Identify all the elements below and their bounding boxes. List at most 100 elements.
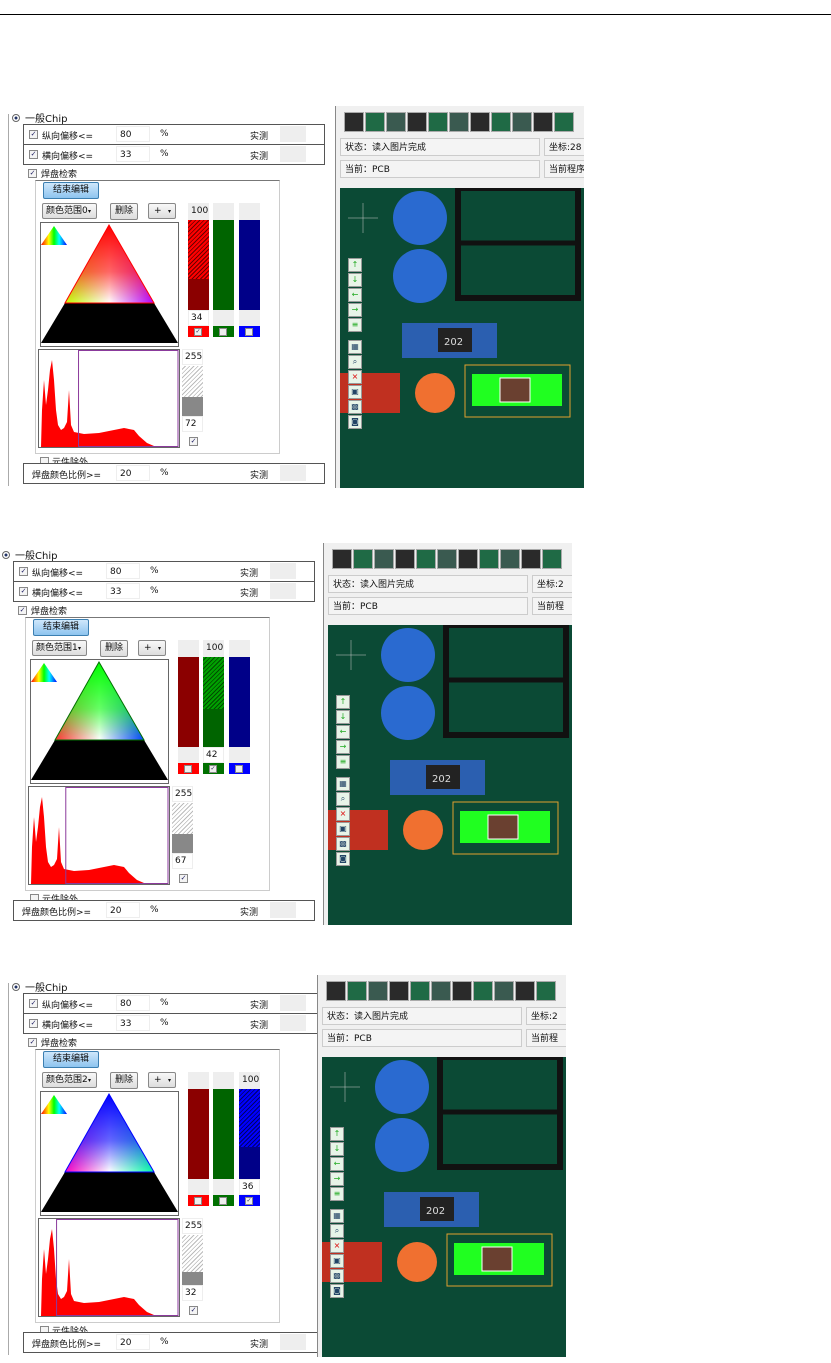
gray-level-bar[interactable] bbox=[182, 366, 203, 416]
toolbar-tool-icon[interactable] bbox=[491, 112, 511, 132]
arrow-left-icon[interactable]: ← bbox=[330, 1157, 344, 1171]
toolbar-tool-icon[interactable] bbox=[536, 981, 556, 1001]
grid-icon[interactable]: ▩ bbox=[348, 400, 362, 414]
chevron-down-icon[interactable]: ▾ bbox=[158, 645, 162, 652]
grid-icon[interactable]: ▩ bbox=[336, 837, 350, 851]
delete-icon[interactable]: × bbox=[330, 1239, 344, 1253]
toolbar-tool-icon[interactable] bbox=[386, 112, 406, 132]
offset-input[interactable]: 80 bbox=[106, 563, 140, 579]
channel-checkbox[interactable] bbox=[213, 1195, 234, 1206]
color-triangle[interactable] bbox=[40, 1091, 179, 1216]
pcb-image[interactable]: 202 ↑ ↓ ← → ≡ ▦ ⌕ × ▣ ▩ ◙ bbox=[322, 1057, 566, 1357]
toolbar-tool-icon[interactable] bbox=[449, 112, 469, 132]
pad-search-checkbox[interactable]: ✓ bbox=[28, 169, 37, 178]
toolbar-tool-icon[interactable] bbox=[437, 549, 457, 569]
histogram[interactable] bbox=[38, 1218, 180, 1317]
delete-icon[interactable]: × bbox=[336, 807, 350, 821]
toolbar-tool-icon[interactable] bbox=[326, 981, 346, 1001]
end-edit-button[interactable]: 结束编辑 bbox=[43, 1051, 99, 1068]
toolbar-tool-icon[interactable] bbox=[515, 981, 535, 1001]
pcb-image[interactable]: 202 ↑ ↓ ← → ≡ ▦ ⌕ × ▣ ▩ ◙ bbox=[340, 188, 584, 488]
edit-icon[interactable]: ▣ bbox=[330, 1254, 344, 1268]
channel-checkbox[interactable] bbox=[178, 763, 199, 774]
chevron-down-icon[interactable]: ▾ bbox=[88, 1077, 92, 1084]
channel-checkbox[interactable] bbox=[213, 326, 234, 337]
delete-icon[interactable]: × bbox=[348, 370, 362, 384]
channel-bar-g[interactable] bbox=[213, 1089, 234, 1179]
toolbar-tool-icon[interactable] bbox=[554, 112, 574, 132]
radio-icon[interactable] bbox=[2, 551, 10, 559]
channel-checkbox[interactable]: ✓ bbox=[188, 326, 209, 337]
toolbar-tool-icon[interactable] bbox=[353, 549, 373, 569]
toolbar-tool-icon[interactable] bbox=[479, 549, 499, 569]
offset-input[interactable]: 80 bbox=[116, 995, 150, 1011]
ratio-input[interactable]: 20 bbox=[116, 465, 150, 481]
toolbar-tool-icon[interactable] bbox=[500, 549, 520, 569]
arrow-up-icon[interactable]: ↑ bbox=[330, 1127, 344, 1141]
radio-icon[interactable] bbox=[12, 983, 20, 991]
color-map-icon[interactable]: ▦ bbox=[348, 340, 362, 354]
channel-bar-b[interactable] bbox=[239, 1089, 260, 1179]
zoom-icon[interactable]: ⌕ bbox=[336, 792, 350, 806]
arrow-up-icon[interactable]: ↑ bbox=[348, 258, 362, 272]
pcb-image[interactable]: 202 ↑ ↓ ← → ≡ ▦ ⌕ × ▣ ▩ ◙ bbox=[328, 625, 572, 925]
toolbar-tool-icon[interactable] bbox=[407, 112, 427, 132]
toolbar-tool-icon[interactable] bbox=[368, 981, 388, 1001]
channel-checkbox[interactable]: ✓ bbox=[203, 763, 224, 774]
toolbar-tool-icon[interactable] bbox=[533, 112, 553, 132]
channel-checkbox[interactable]: ✓ bbox=[239, 1195, 260, 1206]
end-edit-button[interactable]: 结束编辑 bbox=[43, 182, 99, 199]
offset-input[interactable]: 33 bbox=[116, 146, 150, 162]
delete-button[interactable]: 删除 bbox=[100, 640, 128, 657]
arrow-right-icon[interactable]: → bbox=[336, 740, 350, 754]
channel-bar-r[interactable] bbox=[178, 657, 199, 747]
list-icon[interactable]: ≡ bbox=[348, 318, 362, 332]
gray-level-bar[interactable] bbox=[182, 1235, 203, 1285]
checkbox[interactable]: ✓ bbox=[19, 587, 28, 596]
toolbar-tool-icon[interactable] bbox=[458, 549, 478, 569]
gray-checkbox[interactable]: ✓ bbox=[189, 1306, 198, 1315]
edit-icon[interactable]: ▣ bbox=[348, 385, 362, 399]
chevron-down-icon[interactable]: ▾ bbox=[168, 1077, 172, 1084]
ratio-input[interactable]: 20 bbox=[116, 1334, 150, 1350]
toolbar-tool-icon[interactable] bbox=[365, 112, 385, 132]
color-range-dropdown[interactable]: 颜色范围2 bbox=[42, 1072, 97, 1088]
channel-bar-b[interactable] bbox=[229, 657, 250, 747]
toolbar-tool-icon[interactable] bbox=[395, 549, 415, 569]
edit-icon[interactable]: ▣ bbox=[336, 822, 350, 836]
channel-checkbox[interactable] bbox=[239, 326, 260, 337]
offset-input[interactable]: 33 bbox=[106, 583, 140, 599]
list-icon[interactable]: ≡ bbox=[336, 755, 350, 769]
pad-search-checkbox[interactable]: ✓ bbox=[28, 1038, 37, 1047]
arrow-right-icon[interactable]: → bbox=[348, 303, 362, 317]
arrow-left-icon[interactable]: ← bbox=[348, 288, 362, 302]
channel-checkbox[interactable] bbox=[229, 763, 250, 774]
offset-input[interactable]: 33 bbox=[116, 1015, 150, 1031]
checkbox[interactable]: ✓ bbox=[19, 567, 28, 576]
channel-bar-r[interactable] bbox=[188, 1089, 209, 1179]
delete-button[interactable]: 删除 bbox=[110, 1072, 138, 1089]
color-map-icon[interactable]: ▦ bbox=[330, 1209, 344, 1223]
arrow-down-icon[interactable]: ↓ bbox=[348, 273, 362, 287]
channel-bar-b[interactable] bbox=[239, 220, 260, 310]
toolbar-tool-icon[interactable] bbox=[452, 981, 472, 1001]
toolbar-tool-icon[interactable] bbox=[347, 981, 367, 1001]
camera-icon[interactable]: ◙ bbox=[348, 415, 362, 429]
toolbar-tool-icon[interactable] bbox=[374, 549, 394, 569]
gray-level-bar[interactable] bbox=[172, 803, 193, 853]
arrow-up-icon[interactable]: ↑ bbox=[336, 695, 350, 709]
arrow-down-icon[interactable]: ↓ bbox=[336, 710, 350, 724]
arrow-left-icon[interactable]: ← bbox=[336, 725, 350, 739]
camera-icon[interactable]: ◙ bbox=[330, 1284, 344, 1298]
channel-bar-g[interactable] bbox=[213, 220, 234, 310]
arrow-right-icon[interactable]: → bbox=[330, 1172, 344, 1186]
ratio-input[interactable]: 20 bbox=[106, 902, 140, 918]
toolbar-tool-icon[interactable] bbox=[494, 981, 514, 1001]
toolbar-tool-icon[interactable] bbox=[389, 981, 409, 1001]
toolbar-tool-icon[interactable] bbox=[512, 112, 532, 132]
zoom-icon[interactable]: ⌕ bbox=[348, 355, 362, 369]
color-map-icon[interactable]: ▦ bbox=[336, 777, 350, 791]
radio-icon[interactable] bbox=[12, 114, 20, 122]
toolbar-tool-icon[interactable] bbox=[521, 549, 541, 569]
color-triangle[interactable] bbox=[40, 222, 179, 347]
